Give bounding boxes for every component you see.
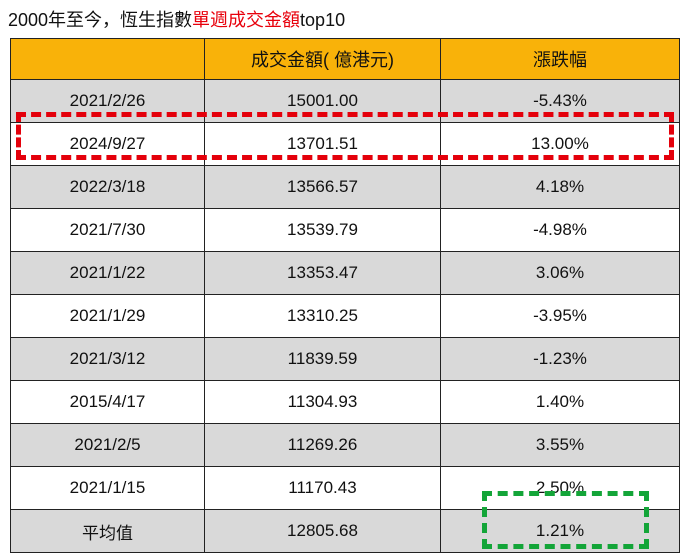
amount-cell: 13310.25: [204, 294, 441, 338]
date-cell: 2021/1/15: [10, 466, 205, 510]
title-prefix: 2000年至今，恆生指數: [8, 10, 193, 30]
title-suffix: top10: [300, 10, 346, 30]
table-row: 2021/1/29 13310.25 -3.95%: [10, 294, 680, 338]
amount-cell: 13353.47: [204, 251, 441, 295]
change-cell: -4.98%: [440, 208, 680, 252]
table-row: 2021/2/26 15001.00 -5.43%: [10, 79, 680, 123]
date-cell: 2021/1/22: [10, 251, 205, 295]
date-cell: 2021/7/30: [10, 208, 205, 252]
amount-cell: 11269.26: [204, 423, 441, 467]
table-header-row: 成交金額( 億港元) 漲跌幅: [10, 38, 680, 80]
page-title: 2000年至今，恆生指數單週成交金額top10: [8, 6, 345, 34]
date-cell: 2021/3/12: [10, 337, 205, 381]
table-row: 2021/1/22 13353.47 3.06%: [10, 251, 680, 295]
average-row: 平均值 12805.68 1.21%: [10, 509, 680, 553]
table-row: 2015/4/17 11304.93 1.40%: [10, 380, 680, 424]
table-row: 2022/3/18 13566.57 4.18%: [10, 165, 680, 209]
change-cell: 2.50%: [440, 466, 680, 510]
change-cell: 4.18%: [440, 165, 680, 209]
amount-cell: 11839.59: [204, 337, 441, 381]
turnover-table: 成交金額( 億港元) 漲跌幅 2021/2/26 15001.00 -5.43%…: [10, 38, 680, 553]
header-amount: 成交金額( 億港元): [204, 38, 441, 80]
average-label: 平均值: [10, 509, 205, 553]
amount-cell: 13566.57: [204, 165, 441, 209]
date-cell: 2024/9/27: [10, 122, 205, 166]
amount-cell: 15001.00: [204, 79, 441, 123]
amount-cell: 11170.43: [204, 466, 441, 510]
table-row: 2021/2/5 11269.26 3.55%: [10, 423, 680, 467]
average-change: 1.21%: [440, 509, 680, 553]
date-cell: 2021/2/26: [10, 79, 205, 123]
change-cell: 13.00%: [440, 122, 680, 166]
date-cell: 2022/3/18: [10, 165, 205, 209]
date-cell: 2021/1/29: [10, 294, 205, 338]
table-row: 2021/7/30 13539.79 -4.98%: [10, 208, 680, 252]
header-change: 漲跌幅: [440, 38, 680, 80]
table-row: 2021/1/15 11170.43 2.50%: [10, 466, 680, 510]
date-cell: 2021/2/5: [10, 423, 205, 467]
title-highlight: 單週成交金額: [192, 10, 301, 30]
amount-cell: 13539.79: [204, 208, 441, 252]
amount-cell: 13701.51: [204, 122, 441, 166]
date-cell: 2015/4/17: [10, 380, 205, 424]
table-row: 2024/9/27 13701.51 13.00%: [10, 122, 680, 166]
amount-cell: 11304.93: [204, 380, 441, 424]
change-cell: -3.95%: [440, 294, 680, 338]
change-cell: 3.55%: [440, 423, 680, 467]
change-cell: -1.23%: [440, 337, 680, 381]
average-amount: 12805.68: [204, 509, 441, 553]
change-cell: -5.43%: [440, 79, 680, 123]
table-row: 2021/3/12 11839.59 -1.23%: [10, 337, 680, 381]
change-cell: 1.40%: [440, 380, 680, 424]
header-date: [10, 38, 205, 80]
change-cell: 3.06%: [440, 251, 680, 295]
